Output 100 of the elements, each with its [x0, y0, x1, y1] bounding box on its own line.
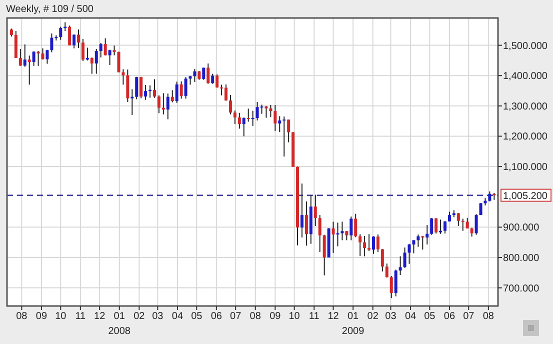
candlestick: [358, 234, 362, 256]
candlestick: [140, 76, 143, 99]
x-tick-label: 10: [55, 311, 67, 322]
candlestick: [193, 68, 196, 82]
candlestick: [314, 194, 317, 226]
x-tick-label: 02: [134, 311, 146, 322]
candlestick: [135, 76, 138, 100]
x-tick-label: 11: [75, 311, 86, 322]
candlestick: [41, 48, 44, 60]
y-tick-label: 700.000: [503, 283, 540, 294]
candlestick: [162, 92, 165, 115]
y-tick-label: 1,100.000: [503, 162, 548, 174]
candlestick: [246, 108, 250, 122]
candlestick: [130, 88, 134, 116]
candlestick: [157, 94, 160, 114]
candlestick: [376, 234, 380, 253]
candlestick: [28, 55, 31, 86]
candlestick: [86, 47, 89, 61]
candlestick: [184, 76, 188, 100]
candlestick: [318, 214, 322, 253]
x-tick-label: 06: [210, 311, 222, 322]
candlestick: [50, 32, 54, 53]
candlestick: [368, 234, 371, 252]
candlestick: [336, 222, 340, 247]
candlestick: [282, 116, 286, 158]
candlestick: [398, 256, 402, 276]
x-tick-label: 01: [114, 311, 126, 322]
x-tick-label: 09: [36, 311, 48, 322]
x-tick-label: 08: [250, 311, 262, 322]
candlestick: [474, 214, 478, 236]
candlestick: [354, 213, 358, 238]
candlestick: [278, 116, 282, 132]
candlestick: [300, 183, 304, 238]
candlestick: [340, 221, 344, 241]
x-tick-label: 04: [172, 311, 184, 322]
candlestick: [126, 69, 130, 102]
candlestick: [216, 74, 219, 88]
candlestick: [444, 220, 447, 234]
candlestick: [466, 217, 469, 229]
candlestick: [380, 248, 384, 272]
candlestick: [385, 263, 388, 278]
x-tick-label: 05: [424, 311, 436, 322]
candlestick: [233, 110, 236, 125]
candlestick: [99, 42, 102, 58]
candlestick: [59, 26, 62, 40]
candlestick: [144, 84, 148, 100]
candlestick: [274, 104, 277, 132]
candlestick: [287, 119, 290, 143]
x-tick-label: 04: [404, 311, 417, 322]
text: 2009: [342, 326, 365, 337]
candlestick: [434, 218, 438, 234]
x-tick-label: 09: [270, 311, 282, 322]
y-tick-label: 1,300.000: [503, 101, 548, 112]
candlestick: [456, 212, 460, 226]
chart-title: Weekly, # 109 / 500: [6, 4, 94, 15]
x-tick-label: 12: [328, 311, 340, 322]
y-tick-label: 1,200.000: [503, 132, 548, 143]
candlestick: [104, 38, 107, 56]
candlestick: [170, 90, 174, 103]
candlestick: [94, 48, 98, 74]
candlestick: [322, 234, 326, 276]
candlestick: [412, 240, 416, 254]
candlestick: [430, 218, 434, 236]
candlestick: [439, 219, 442, 234]
candlestick: [260, 104, 264, 114]
candlestick: [350, 216, 353, 241]
candlestick: [269, 104, 272, 118]
candlestick: [408, 243, 411, 264]
candlestick: [122, 68, 125, 86]
x-tick-label: 01: [348, 311, 360, 322]
y-tick-label: 1,400.000: [503, 71, 548, 82]
x-tick-label: 05: [191, 311, 203, 322]
candlestick: [14, 30, 18, 59]
x-tick-label: 06: [444, 311, 456, 322]
candlestick: [403, 246, 406, 268]
candlestick: [36, 50, 40, 66]
candlestick: [304, 200, 308, 246]
candlestick: [46, 49, 49, 64]
x-tick-label: 10: [288, 311, 300, 322]
text: 2008: [108, 326, 131, 337]
candlestick: [77, 29, 80, 49]
x-tick-label: 07: [230, 311, 242, 322]
candlestick: [345, 230, 348, 241]
candlestick: [363, 235, 366, 257]
candlestick: [166, 92, 170, 120]
candlestick: [448, 211, 451, 222]
x-tick-label: 08: [16, 311, 28, 322]
candlestick: [117, 51, 120, 73]
candlestick: [206, 62, 210, 84]
candlestick: [81, 38, 84, 62]
candlestick: [72, 34, 76, 49]
candlestick: [112, 45, 116, 56]
candlestick: [264, 105, 268, 118]
ref-line-label: 1,005.200: [503, 190, 548, 202]
y-tick-label: 900.000: [503, 222, 540, 234]
candlestick: [238, 112, 241, 130]
candlestick: [18, 48, 22, 66]
candlestick: [23, 44, 26, 68]
x-tick-label: 12: [94, 311, 106, 322]
y-tick-label: 1,500.000: [503, 40, 548, 52]
